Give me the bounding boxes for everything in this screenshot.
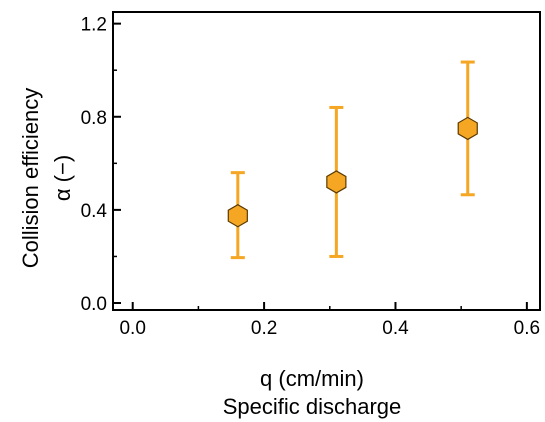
data-point-hexagon bbox=[457, 116, 478, 141]
x-ticks: 0.0 0.2 0.4 0.6 bbox=[119, 302, 540, 339]
y-tick-label: 1.2 bbox=[81, 15, 107, 36]
x-axis-title: q (cm/min) bbox=[260, 366, 364, 391]
x-tick-label: 0.2 bbox=[251, 318, 277, 339]
x-tick-label: 0.4 bbox=[382, 318, 409, 339]
x-tick-label: 0.0 bbox=[119, 318, 145, 339]
x-tick-label: 0.6 bbox=[514, 318, 540, 339]
data-point-hexagon bbox=[227, 204, 248, 228]
x-axis-subtitle: Specific discharge bbox=[223, 394, 402, 419]
axes bbox=[112, 11, 541, 311]
y-tick-label: 0.4 bbox=[81, 201, 108, 222]
plot-frame bbox=[112, 11, 541, 311]
y-axis-title: Collision efficiency bbox=[18, 88, 43, 269]
data-point-hexagon bbox=[326, 170, 347, 194]
y-tick-label: 0.0 bbox=[81, 294, 107, 315]
error-bars bbox=[230, 60, 475, 260]
y-axis-subtitle: α (−) bbox=[50, 155, 75, 201]
y-ticks: 0.0 0.4 0.8 1.2 bbox=[81, 15, 121, 315]
y-tick-label: 0.8 bbox=[81, 108, 107, 129]
data-points bbox=[227, 116, 478, 228]
